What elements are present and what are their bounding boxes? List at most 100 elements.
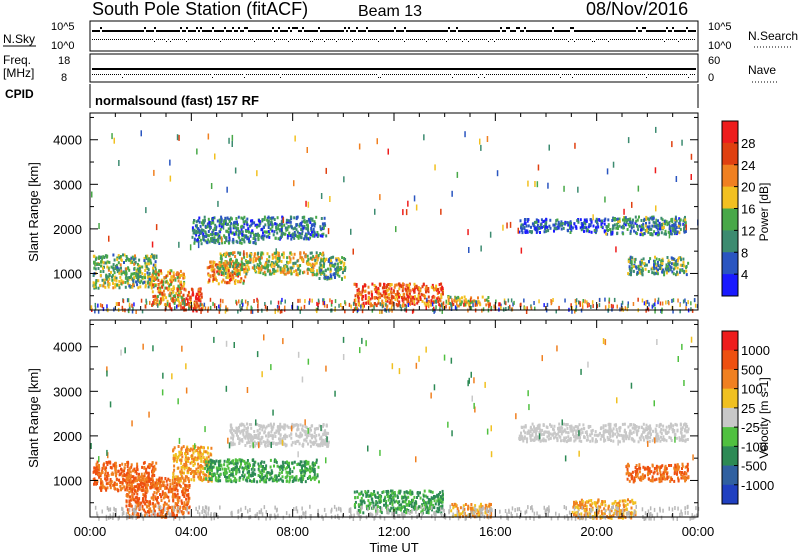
nave-point [270,74,271,75]
data-cell [615,226,618,230]
data-cell [535,220,538,224]
data-cell [228,219,231,223]
data-cell [228,262,231,266]
data-cell [410,295,412,299]
nave-point [328,74,329,75]
data-cell [398,287,401,291]
data-cell [120,266,122,270]
data-cell [352,248,354,255]
nsearch-point [122,39,123,40]
nsearch-point [236,39,237,40]
data-cell [218,309,221,314]
nsearch-point [660,39,661,40]
nave-point [184,74,185,75]
nave-point [504,74,505,75]
nsearch-point [398,39,399,40]
nave-point [658,74,659,75]
nave-point [102,74,103,75]
data-cell [425,290,427,294]
data-cell [144,276,146,280]
nsearch-point [206,39,207,40]
nave-point [106,74,107,75]
data-cell [145,467,148,471]
data-cell [575,304,578,309]
data-cell [496,170,499,177]
nsky-point [578,30,580,32]
data-cell [687,261,690,265]
data-cell [153,256,156,260]
data-cell [276,269,279,273]
freq-point [444,68,446,70]
data-cell [442,301,445,306]
data-cell [304,255,307,259]
nsearch-point [688,39,689,40]
data-cell [94,306,97,311]
data-cell [214,153,216,160]
data-cell [172,290,175,294]
data-cell [314,262,317,266]
data-cell [253,233,255,237]
freq-point [388,68,390,70]
data-cell [127,474,130,478]
data-cell [114,483,117,486]
nave-point [582,74,583,75]
data-cell [246,302,249,307]
data-cell [176,304,178,309]
freq-point [406,68,408,70]
data-cell [691,308,694,313]
nsearch-point [428,39,429,40]
data-cell [309,221,312,224]
data-cell [369,304,372,308]
data-cell [226,216,229,220]
data-cell [310,228,313,232]
nsky-point [506,27,508,29]
data-cell [344,258,347,261]
data-cell [138,264,141,268]
data-cell [119,472,122,476]
data-cell [520,224,523,228]
data-cell [583,218,586,222]
data-cell [116,265,119,269]
data-cell [485,303,488,307]
nave-point [332,74,333,75]
data-cell [286,267,289,271]
data-cell [146,267,149,270]
data-cell [120,488,122,492]
data-cell [280,300,282,305]
freq-point [168,68,170,70]
data-cell [413,302,416,306]
nsearch-point [470,39,471,40]
data-cell [451,298,453,303]
data-cell [115,465,118,468]
freq-point [184,68,186,70]
nsky-point [100,27,102,29]
nsky-point [410,30,412,32]
data-cell [332,273,335,277]
data-cell [664,222,667,226]
data-cell [329,267,332,271]
freq-point [104,68,106,70]
data-cell [645,263,648,267]
data-cell [198,236,201,239]
data-cell [313,224,316,228]
data-cell [167,270,170,274]
data-cell [122,299,125,304]
nave-point [538,74,539,75]
freq-point [576,68,578,70]
nsky-point [112,30,114,32]
data-cell [285,228,288,232]
data-cell [640,270,643,274]
data-cell [118,160,120,166]
data-cell [242,233,245,237]
data-cell [327,267,329,271]
nave-point [584,74,585,75]
data-cell [309,251,312,255]
nsky-point [132,30,134,32]
nsky-point [222,30,224,32]
nsky-point [650,30,652,32]
data-cell [481,295,484,299]
nave-point [412,74,413,75]
data-cell [354,298,357,303]
nsearch-point [98,39,99,40]
data-cell [668,220,671,224]
